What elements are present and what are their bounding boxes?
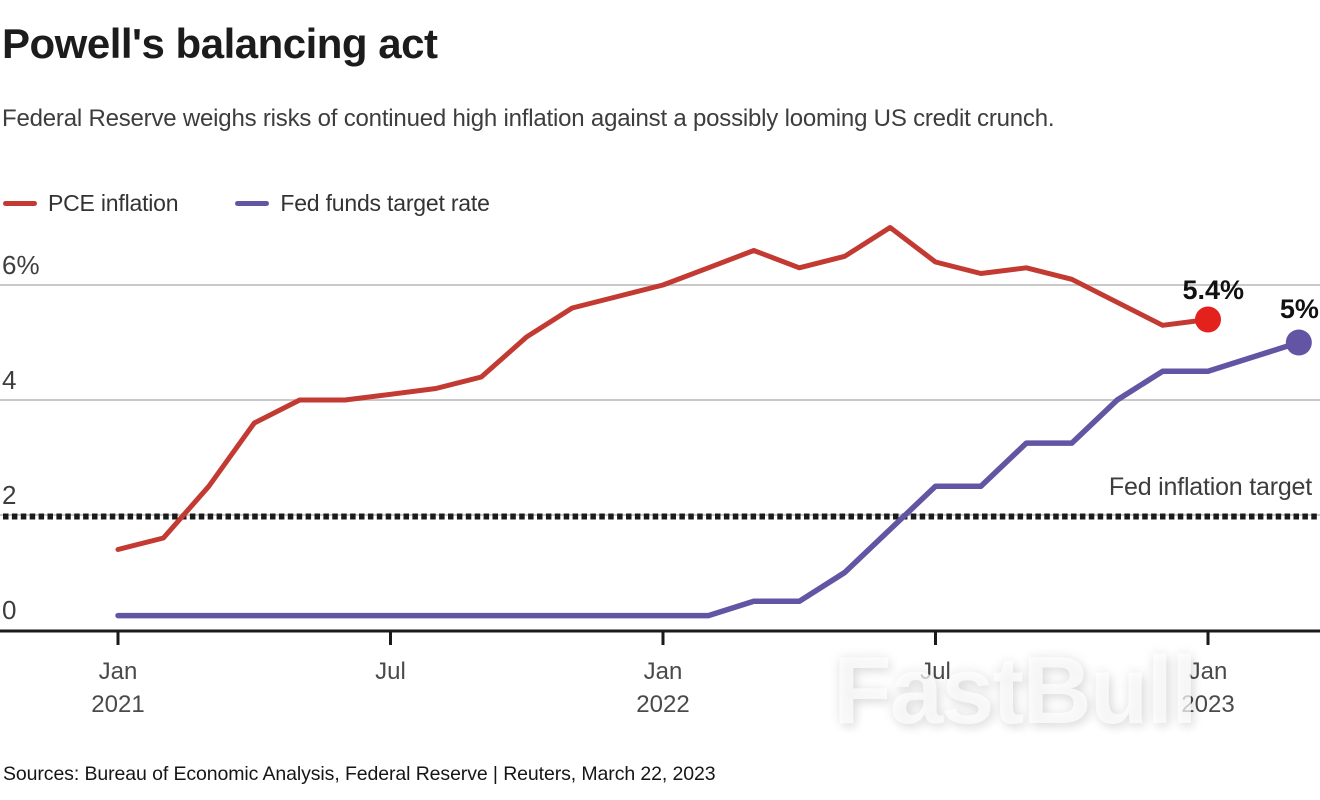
chart-subtitle: Federal Reserve weighs risks of continue… [2, 105, 1055, 132]
series-end-dots [1195, 306, 1312, 356]
x-tick-month: Jan [98, 658, 138, 685]
x-tick-jul-2021: Jul [331, 655, 451, 688]
x-tick-year: 2021 [91, 691, 145, 719]
page-title: Powell's balancing act [2, 20, 438, 67]
x-tick-month: Jan [1188, 658, 1228, 685]
x-tick-month: Jul [920, 658, 951, 685]
x-tick-year: 2023 [1181, 691, 1235, 719]
x-tick-year: 2022 [636, 691, 690, 719]
y-tick-label-0: 0 [2, 595, 17, 625]
x-axis-tick-marks [116, 632, 1210, 645]
source-attribution: Sources: Bureau of Economic Analysis, Fe… [3, 763, 716, 785]
x-tick-jan-2021: Jan 2021 [58, 655, 178, 721]
x-tick-month: Jan [643, 658, 683, 685]
y-tick-label-6: 6% [2, 250, 40, 280]
legend: PCE inflation Fed funds target rate [3, 190, 490, 217]
legend-item-fed-funds: Fed funds target rate [235, 190, 490, 217]
x-tick-jul-2022: Jul [876, 655, 996, 688]
pce-inflation-swatch-icon [3, 201, 37, 206]
y-tick-label-2: 2 [2, 480, 17, 510]
x-axis-line [0, 629, 1320, 633]
x-tick-month: Jul [375, 658, 406, 685]
y-tick-label-4: 4 [2, 365, 17, 395]
fed-funds-end-value-label: 5% [1279, 293, 1319, 324]
legend-label-pce-inflation: PCE inflation [48, 190, 179, 216]
fed-inflation-target-label: Fed inflation target [1108, 473, 1312, 501]
fed-funds-swatch-icon [235, 201, 270, 206]
x-tick-jan-2023: Jan 2023 [1148, 655, 1268, 721]
legend-label-fed-funds: Fed funds target rate [280, 190, 490, 216]
series-lines [115, 225, 1302, 619]
pce-end-value-label: 5.4% [1182, 274, 1245, 305]
legend-item-pce-inflation: PCE inflation [3, 190, 179, 217]
x-tick-jan-2022: Jan 2022 [603, 655, 723, 721]
